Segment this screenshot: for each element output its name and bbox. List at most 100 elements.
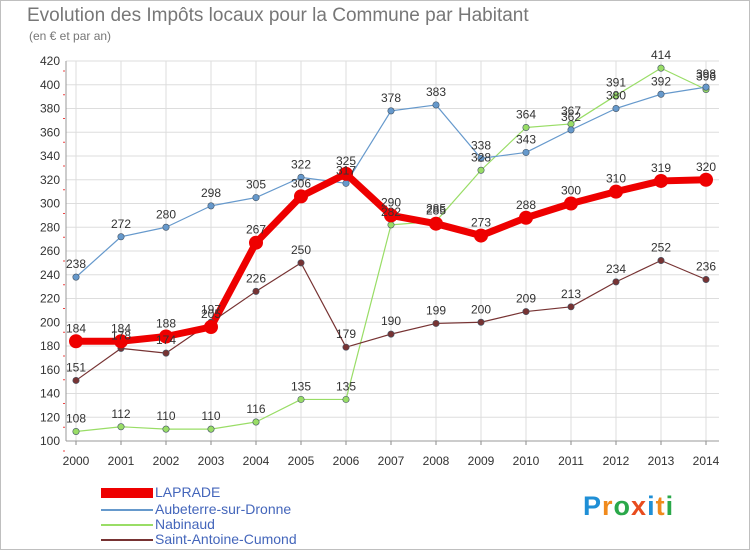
data-label-3: 200 bbox=[471, 302, 491, 316]
data-point-2 bbox=[117, 423, 125, 431]
data-point-0 bbox=[384, 208, 398, 223]
data-point-1 bbox=[387, 107, 395, 115]
data-label-0: 188 bbox=[156, 317, 176, 331]
data-point-1 bbox=[297, 173, 305, 181]
x-tick-label: 2000 bbox=[63, 454, 90, 468]
data-label-0: 325 bbox=[336, 154, 356, 168]
chart-subtitle: (en € et par an) bbox=[29, 29, 112, 43]
y-tick-label: 180 bbox=[40, 339, 60, 353]
data-label-1: 272 bbox=[111, 217, 131, 231]
data-point-0 bbox=[519, 210, 533, 225]
data-label-1: 383 bbox=[426, 85, 446, 99]
data-point-3 bbox=[612, 278, 620, 286]
logo-letter: x bbox=[631, 491, 648, 521]
y-tick-label: 360 bbox=[40, 125, 60, 139]
data-label-2: 414 bbox=[651, 48, 671, 62]
logo-letter: i bbox=[647, 491, 656, 521]
data-label-0: 267 bbox=[246, 223, 266, 237]
data-point-3 bbox=[702, 275, 710, 283]
data-point-0 bbox=[159, 329, 173, 344]
data-label-2: 110 bbox=[156, 409, 175, 423]
data-point-3 bbox=[567, 303, 575, 311]
logo-letter: t bbox=[655, 491, 666, 521]
y-tick-label: 120 bbox=[40, 410, 60, 424]
data-label-3: 199 bbox=[426, 303, 446, 317]
data-label-3: 151 bbox=[66, 360, 86, 374]
data-label-1: 362 bbox=[561, 110, 581, 124]
data-point-2 bbox=[612, 91, 620, 99]
data-label-1: 305 bbox=[246, 178, 266, 192]
y-tick-label: 140 bbox=[40, 387, 60, 401]
y-tick-label: 260 bbox=[40, 244, 60, 258]
x-tick-label: 2012 bbox=[603, 454, 630, 468]
data-label-0: 288 bbox=[516, 198, 536, 212]
data-label-1: 343 bbox=[516, 132, 536, 146]
proxiti-logo: Proxiti bbox=[583, 491, 674, 522]
data-point-1 bbox=[117, 233, 125, 241]
data-point-1 bbox=[162, 223, 170, 231]
data-label-1: 392 bbox=[651, 74, 671, 88]
data-point-0 bbox=[609, 184, 623, 199]
y-tick-label: 380 bbox=[40, 102, 60, 116]
legend-swatch-saint-antoine bbox=[101, 539, 153, 541]
data-point-0 bbox=[69, 334, 83, 349]
data-point-1 bbox=[657, 90, 665, 98]
data-point-1 bbox=[72, 273, 80, 281]
data-label-3: 174 bbox=[156, 333, 176, 347]
data-label-0: 184 bbox=[111, 321, 131, 335]
data-point-2 bbox=[522, 124, 530, 132]
logo-letter: P bbox=[583, 491, 603, 521]
legend-swatch-laprade bbox=[101, 488, 153, 498]
data-point-2 bbox=[387, 221, 395, 229]
y-tick-label: 300 bbox=[40, 197, 60, 211]
y-tick-label: 240 bbox=[40, 268, 60, 282]
data-point-0 bbox=[699, 172, 713, 187]
data-point-0 bbox=[474, 228, 488, 243]
data-label-1: 378 bbox=[381, 91, 401, 105]
logo-letter: i bbox=[665, 491, 675, 521]
data-point-1 bbox=[612, 105, 620, 113]
data-point-1 bbox=[477, 154, 485, 162]
x-tick-label: 2006 bbox=[333, 454, 360, 468]
data-label-3: 190 bbox=[381, 314, 401, 328]
data-label-0: 320 bbox=[696, 160, 716, 174]
data-point-3 bbox=[72, 376, 80, 384]
data-label-1: 322 bbox=[291, 157, 311, 171]
data-label-3: 234 bbox=[606, 262, 626, 276]
data-label-3: 179 bbox=[336, 327, 356, 341]
y-tick-label: 100 bbox=[40, 434, 60, 448]
data-point-2 bbox=[477, 166, 485, 174]
data-label-3: 178 bbox=[111, 328, 131, 342]
data-point-1 bbox=[207, 202, 215, 210]
data-label-0: 310 bbox=[606, 172, 626, 186]
data-point-2 bbox=[162, 425, 170, 433]
y-tick-label: 320 bbox=[40, 173, 60, 187]
logo-letter: o bbox=[613, 491, 632, 521]
data-label-2: 396 bbox=[696, 70, 716, 84]
x-tick-label: 2014 bbox=[693, 454, 720, 468]
data-label-0: 306 bbox=[291, 176, 311, 190]
data-label-2: 135 bbox=[291, 379, 311, 393]
y-tick-label: 160 bbox=[40, 363, 60, 377]
data-label-3: 209 bbox=[516, 292, 536, 306]
x-tick-label: 2004 bbox=[243, 454, 270, 468]
data-point-0 bbox=[654, 173, 668, 188]
data-point-3 bbox=[477, 318, 485, 326]
data-label-1: 338 bbox=[471, 138, 491, 152]
data-point-0 bbox=[294, 189, 308, 204]
chart-title: Evolution des Impôts locaux pour la Comm… bbox=[27, 5, 529, 26]
data-point-0 bbox=[429, 216, 443, 231]
data-point-3 bbox=[162, 349, 170, 357]
data-point-2 bbox=[207, 425, 215, 433]
data-label-0: 319 bbox=[651, 161, 671, 175]
data-point-3 bbox=[297, 259, 305, 267]
data-point-2 bbox=[72, 427, 80, 435]
data-label-2: 110 bbox=[201, 409, 220, 423]
data-point-3 bbox=[252, 287, 260, 295]
x-tick-label: 2003 bbox=[198, 454, 225, 468]
data-label-2: 282 bbox=[381, 205, 401, 219]
data-label-2: 116 bbox=[246, 402, 265, 416]
data-point-0 bbox=[204, 320, 218, 334]
data-label-1: 280 bbox=[156, 207, 176, 221]
